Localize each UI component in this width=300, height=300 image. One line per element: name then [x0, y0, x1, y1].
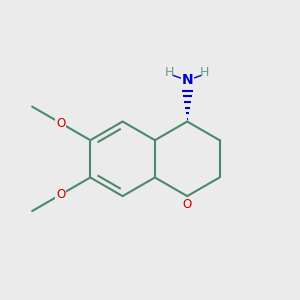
Text: N: N — [182, 74, 193, 87]
Text: O: O — [183, 199, 192, 212]
Text: O: O — [56, 188, 65, 201]
Text: H: H — [200, 66, 210, 79]
Text: H: H — [165, 66, 174, 79]
Text: O: O — [56, 116, 65, 130]
